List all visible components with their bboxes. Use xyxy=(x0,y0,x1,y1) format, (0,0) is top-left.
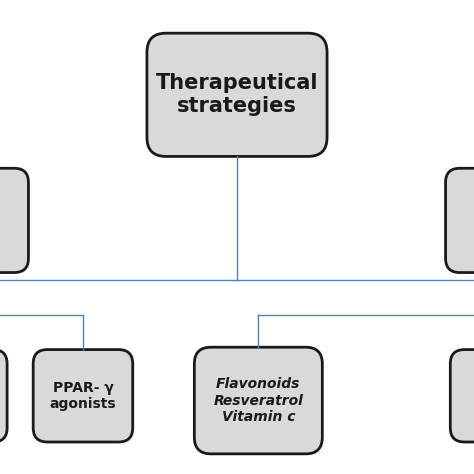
FancyBboxPatch shape xyxy=(194,347,322,454)
FancyBboxPatch shape xyxy=(33,350,133,442)
FancyBboxPatch shape xyxy=(0,168,28,273)
FancyBboxPatch shape xyxy=(0,350,7,442)
FancyBboxPatch shape xyxy=(450,350,474,442)
FancyBboxPatch shape xyxy=(147,33,327,156)
Text: Therapeutical
strategies: Therapeutical strategies xyxy=(156,73,318,117)
FancyBboxPatch shape xyxy=(446,168,474,273)
Text: Flavonoids
Resveratrol
Vitamin c: Flavonoids Resveratrol Vitamin c xyxy=(213,377,303,424)
Text: PPAR- γ
agonists: PPAR- γ agonists xyxy=(50,381,116,411)
